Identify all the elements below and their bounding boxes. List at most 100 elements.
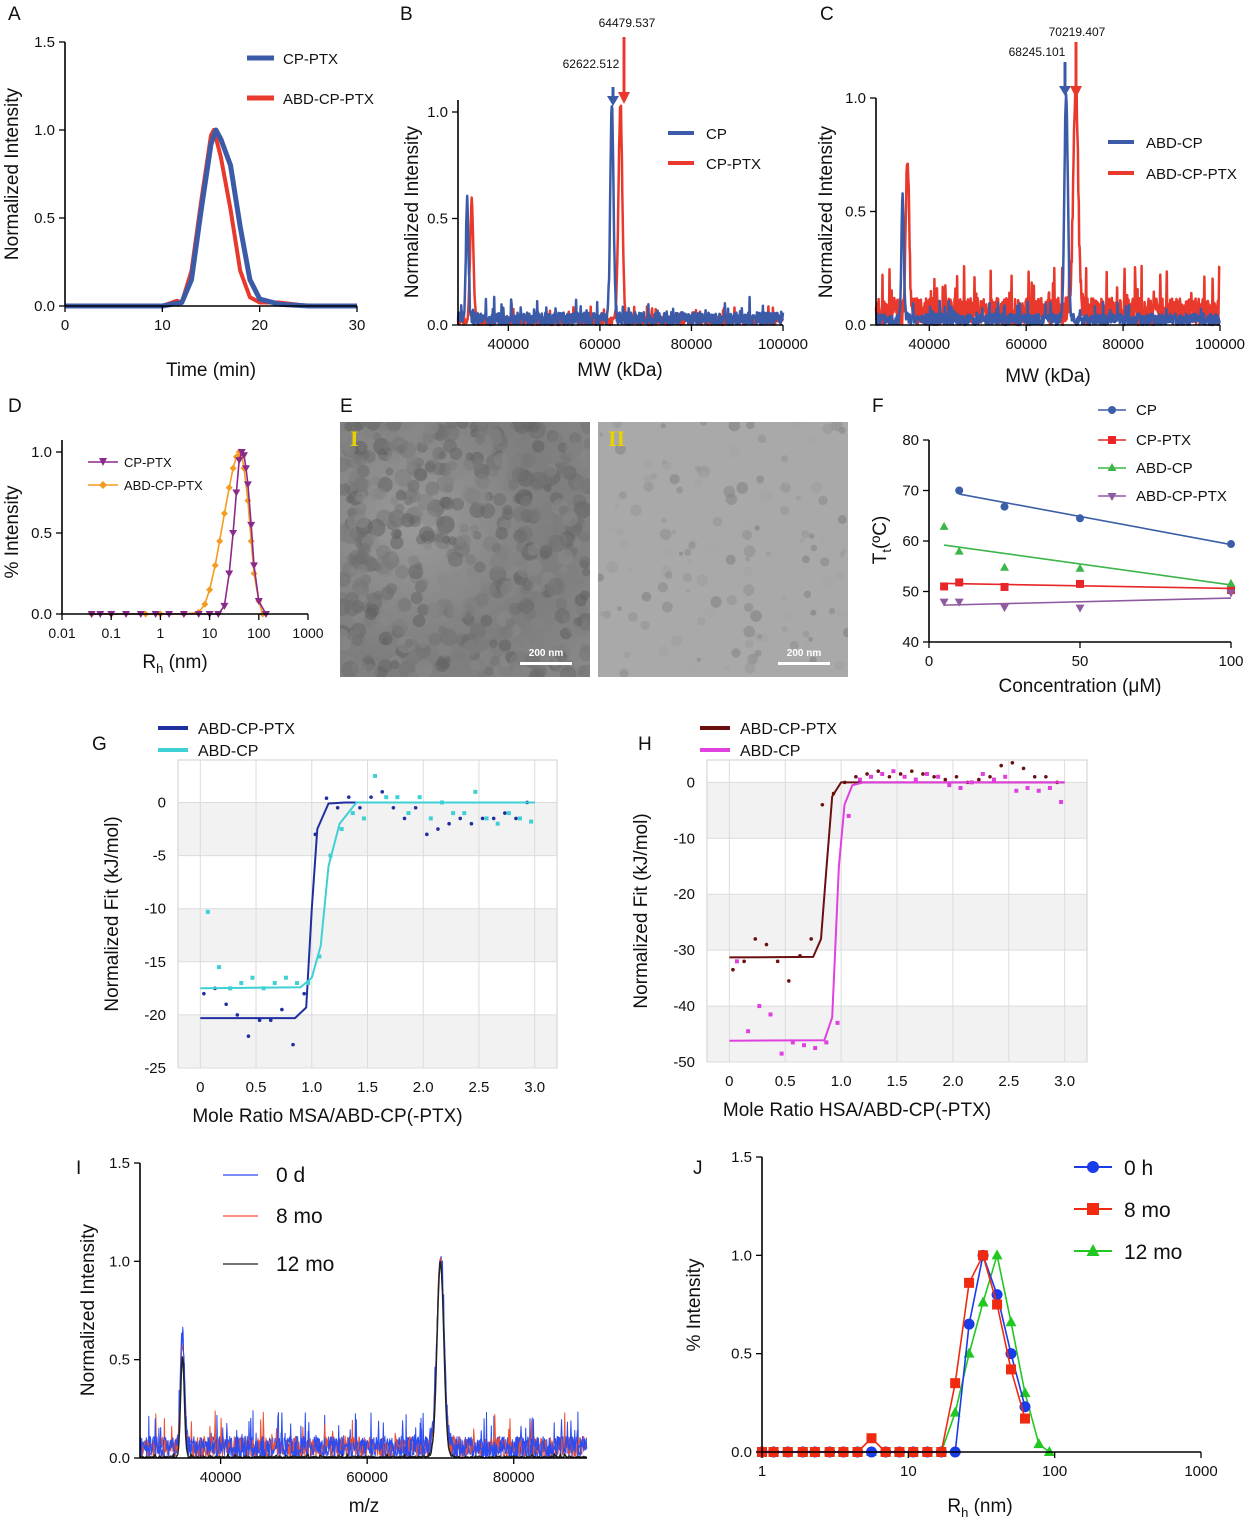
tem-particle — [380, 616, 390, 626]
tem-particle — [539, 473, 551, 485]
data-point — [880, 771, 885, 776]
tem-particle — [628, 567, 634, 573]
data-point — [939, 598, 949, 607]
legend-label-12 mo: 12 mo — [276, 1253, 334, 1276]
panel-d-ytick-label: 0.0 — [31, 606, 52, 623]
tem-particle — [619, 491, 627, 500]
panel-d-xtick-label: 100 — [247, 625, 271, 641]
tem-particle — [599, 432, 604, 437]
data-point — [473, 789, 478, 794]
data-point — [1076, 579, 1084, 588]
panel-c-ytick-label: 1.0 — [845, 90, 866, 107]
data-point — [1021, 766, 1026, 771]
tem-particle — [406, 650, 422, 667]
data-point — [250, 975, 255, 980]
tem-particle — [532, 440, 545, 453]
data-point — [835, 1020, 840, 1025]
H-ytick-label: -20 — [673, 886, 695, 903]
data-point — [384, 795, 389, 800]
tem-particle — [598, 573, 605, 582]
tem-particle — [472, 458, 484, 470]
data-point — [495, 821, 500, 826]
tem-particle — [499, 625, 514, 639]
legend-label-ABD-CP-PTX: ABD-CP-PTX — [124, 478, 203, 493]
tem-particle — [614, 496, 621, 503]
panel-j-xtick-label: 1000 — [1184, 1463, 1217, 1480]
tem-particle — [641, 591, 652, 602]
panel-i-ytick-label: 0.5 — [109, 1352, 130, 1369]
panel-label-E: E — [340, 396, 353, 417]
tem-particle — [614, 504, 620, 509]
tem-particle — [687, 558, 693, 564]
panel-d-xlabel-unit: (nm) — [163, 652, 207, 673]
tem-particle — [661, 459, 667, 465]
H-xtick-label: 1.5 — [887, 1073, 908, 1090]
tem-particle — [378, 422, 389, 432]
tem-particle — [374, 666, 388, 677]
tem-particle — [581, 519, 590, 535]
tem-particle — [511, 467, 527, 482]
tem-particle — [754, 649, 762, 657]
tem-particle — [801, 530, 809, 538]
panel-g-xlabel: Mole Ratio MSA/ABD-CP(-PTX) — [192, 1106, 462, 1127]
tem-particle — [688, 541, 696, 550]
data-point — [824, 1040, 829, 1045]
tem-particle — [352, 440, 368, 456]
tem-particle — [559, 666, 577, 677]
tem-particle — [539, 545, 553, 559]
panel-d-xtick-label: 1000 — [292, 625, 323, 641]
legend-marker — [1107, 463, 1117, 471]
tem-particle — [696, 657, 701, 662]
H-ytick-label: -30 — [673, 942, 695, 959]
legend-marker — [99, 458, 107, 466]
data-point — [235, 457, 244, 465]
tem-particle — [472, 531, 482, 540]
tem-particle — [606, 561, 619, 574]
data-point — [229, 530, 238, 537]
tem-particle — [489, 655, 501, 667]
tem-particle — [834, 660, 845, 671]
series-line-0 d — [139, 1256, 588, 1459]
data-point — [866, 1433, 877, 1444]
fit-line-ABD-CP-PTX — [200, 801, 535, 1020]
legend-label-CP: CP — [706, 126, 727, 143]
tem-particle — [686, 588, 690, 593]
tem-particle — [617, 606, 622, 612]
data-point — [992, 777, 996, 782]
tem-particle — [512, 506, 529, 522]
legend-label-CP-PTX: CP-PTX — [1136, 432, 1191, 449]
panel-a-ytick-label: 1.0 — [34, 122, 55, 139]
panel-f-xtick-label: 0 — [925, 653, 933, 670]
data-point — [380, 790, 385, 794]
tem-particle — [367, 519, 386, 537]
data-point — [775, 959, 780, 964]
tem-particle — [449, 447, 463, 460]
data-point — [239, 981, 244, 986]
tem-particle — [484, 666, 494, 676]
tem-particle — [417, 428, 436, 446]
data-point — [1047, 785, 1052, 790]
tem-particle — [564, 441, 582, 458]
tem-particle — [578, 645, 590, 662]
tem-particle — [465, 554, 477, 566]
panel-i-xtick-label: 80000 — [493, 1469, 535, 1486]
tem-particle — [440, 628, 458, 647]
tem-particle — [808, 533, 815, 539]
tem-particle — [757, 634, 762, 639]
panel-a-ytick-label: 1.5 — [34, 34, 55, 51]
data-point — [1014, 788, 1019, 793]
tem-particle — [436, 573, 450, 586]
tem-particle — [401, 422, 411, 430]
tem-particle — [573, 475, 590, 494]
data-point — [932, 774, 936, 779]
data-point — [1043, 1446, 1055, 1456]
data-point — [955, 486, 964, 495]
H-ytick-label: -50 — [673, 1054, 695, 1071]
tem-particle — [344, 591, 360, 607]
series-line-CP-PTX — [65, 127, 357, 309]
data-point — [469, 821, 474, 826]
tem-particle — [495, 544, 510, 560]
tem-particle — [726, 643, 732, 648]
tem-roman-1: I — [350, 426, 359, 451]
data-point — [268, 1018, 273, 1023]
